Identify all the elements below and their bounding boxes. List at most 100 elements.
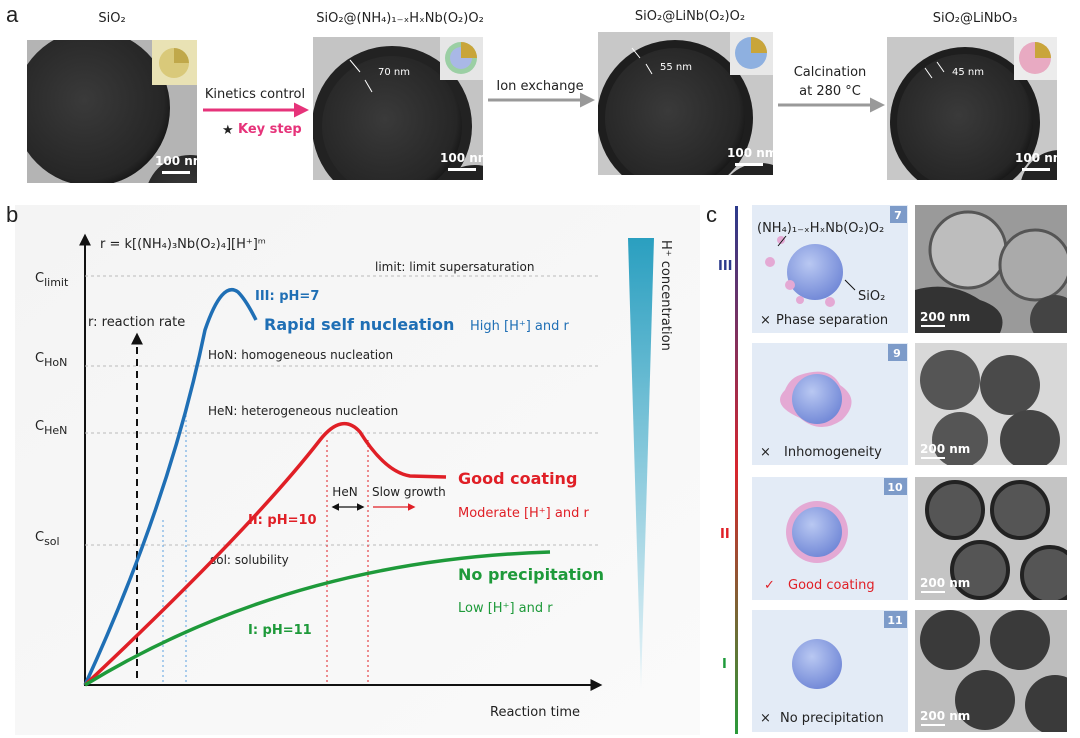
step-label: Calcination bbox=[794, 65, 867, 80]
shape bbox=[785, 280, 795, 290]
shape bbox=[1021, 150, 1057, 180]
tem-image bbox=[915, 205, 1067, 333]
shape bbox=[765, 236, 835, 307]
shape bbox=[925, 480, 1067, 600]
shell-thickness: 45 nm bbox=[952, 67, 984, 78]
sample-title: SiO₂ bbox=[98, 11, 125, 26]
level-symbol: CHoN bbox=[35, 351, 67, 369]
level-subscript: limit bbox=[44, 276, 69, 289]
shape bbox=[1030, 295, 1067, 333]
level-symbol: CHeN bbox=[35, 419, 67, 437]
shape bbox=[920, 350, 980, 410]
shape bbox=[1000, 410, 1060, 465]
thickness-mark bbox=[631, 47, 653, 75]
panel-background bbox=[15, 205, 700, 735]
rate-equation: r = k[(NH₄)₃Nb(O₂)₄][H⁺]ᵐ bbox=[100, 237, 266, 252]
result-mark: × bbox=[760, 445, 771, 460]
regime-label: III bbox=[718, 259, 733, 274]
scale-bar bbox=[1022, 168, 1050, 171]
shape bbox=[998, 228, 1067, 302]
shape bbox=[792, 507, 842, 557]
level-note: limit: limit supersaturation bbox=[375, 260, 534, 274]
shape bbox=[888, 344, 907, 361]
tem-image bbox=[915, 343, 1067, 465]
shape bbox=[1035, 42, 1051, 58]
scale-bar bbox=[162, 171, 190, 174]
scale-label: 200 nm bbox=[920, 442, 970, 456]
shape bbox=[920, 610, 980, 670]
shape bbox=[884, 611, 907, 628]
rate-label: r: reaction rate bbox=[88, 315, 185, 330]
level-symbol: Csol bbox=[35, 530, 60, 548]
tem-image bbox=[887, 37, 1057, 180]
regime-label: I bbox=[722, 657, 727, 672]
shape bbox=[730, 163, 773, 175]
step-label: Ion exchange bbox=[496, 79, 583, 94]
scale-label: 200 nm bbox=[920, 310, 970, 324]
curve-outcome: Rapid self nucleation bbox=[264, 315, 454, 334]
star-icon: ★ bbox=[222, 123, 234, 138]
scale-bar bbox=[735, 163, 763, 166]
regime-label: III: pH=7 bbox=[255, 289, 319, 304]
shape bbox=[925, 480, 985, 540]
curve-condition: Low [H⁺] and r bbox=[458, 601, 553, 616]
regime-label: II bbox=[720, 527, 730, 542]
shape bbox=[792, 374, 842, 424]
level-note: sol: solubility bbox=[210, 553, 289, 567]
step-label: Kinetics control bbox=[205, 87, 305, 102]
tem-image bbox=[313, 37, 483, 180]
level-subscript: HoN bbox=[44, 356, 67, 369]
shape bbox=[990, 480, 1050, 540]
result: Inhomogeneity bbox=[784, 445, 882, 460]
level-note: HeN: heterogeneous nucleation bbox=[208, 404, 398, 418]
scale-bar bbox=[921, 457, 945, 459]
shape bbox=[148, 155, 197, 183]
scale-bar bbox=[921, 724, 945, 726]
level-note: HoN: homogeneous nucleation bbox=[208, 348, 393, 362]
shape bbox=[605, 48, 745, 175]
scale-label: 100 nm bbox=[727, 146, 777, 160]
shell-thickness: 55 nm bbox=[660, 62, 692, 73]
panel-a: a SiO₂ SiO₂@(NH₄)₁₋ₓHₓNb(O₂)O₂ SiO₂@LiNb… bbox=[6, 2, 1065, 183]
sample-title: SiO₂@LiNbO₃ bbox=[933, 11, 1018, 26]
level-symbol: C bbox=[35, 530, 44, 545]
sample-title: SiO₂@(NH₄)₁₋ₓHₓNb(O₂)O₂ bbox=[316, 11, 484, 26]
shape bbox=[322, 56, 462, 180]
shape bbox=[461, 42, 477, 58]
regime-label: II: pH=10 bbox=[248, 513, 317, 528]
shape bbox=[825, 297, 835, 307]
shape bbox=[174, 48, 189, 63]
level-lines bbox=[85, 275, 600, 546]
red-guides bbox=[326, 440, 369, 685]
step-label: at 280 °C bbox=[799, 84, 861, 99]
level-symbol: C bbox=[35, 419, 44, 434]
curve-iii bbox=[83, 287, 258, 686]
shape bbox=[765, 257, 775, 267]
level-subscript: sol bbox=[44, 535, 60, 548]
level-subscript: HeN bbox=[44, 424, 67, 437]
panel-label: c bbox=[706, 202, 717, 227]
tem-image bbox=[598, 32, 773, 175]
shape bbox=[787, 244, 843, 300]
tem-image bbox=[915, 477, 1067, 600]
regime-bar bbox=[735, 206, 738, 734]
scale-label: 200 nm bbox=[920, 576, 970, 590]
sample-title: SiO₂@LiNb(O₂)O₂ bbox=[635, 9, 745, 24]
badge: 11 bbox=[887, 614, 902, 627]
curve-outcome: Good coating bbox=[458, 469, 577, 488]
concentration-gradient bbox=[628, 238, 654, 688]
regime-label: I: pH=11 bbox=[248, 623, 312, 638]
scale-label: 100 nm bbox=[155, 154, 205, 168]
curve-condition: High [H⁺] and r bbox=[470, 319, 570, 334]
thickness-mark bbox=[349, 59, 373, 93]
curve-ii bbox=[83, 422, 447, 687]
shape bbox=[955, 670, 1015, 730]
shape bbox=[928, 210, 1008, 290]
shape bbox=[884, 478, 907, 495]
scale-label: 100 nm bbox=[1015, 151, 1065, 165]
shape bbox=[1025, 675, 1067, 732]
shape bbox=[950, 540, 1010, 600]
panel-c: c III II I (NH₄)₁₋ₓHₓNb(O₂)O₂ SiO₂ 7 9 1… bbox=[706, 202, 1067, 734]
curve-condition: Moderate [H⁺] and r bbox=[458, 506, 589, 521]
